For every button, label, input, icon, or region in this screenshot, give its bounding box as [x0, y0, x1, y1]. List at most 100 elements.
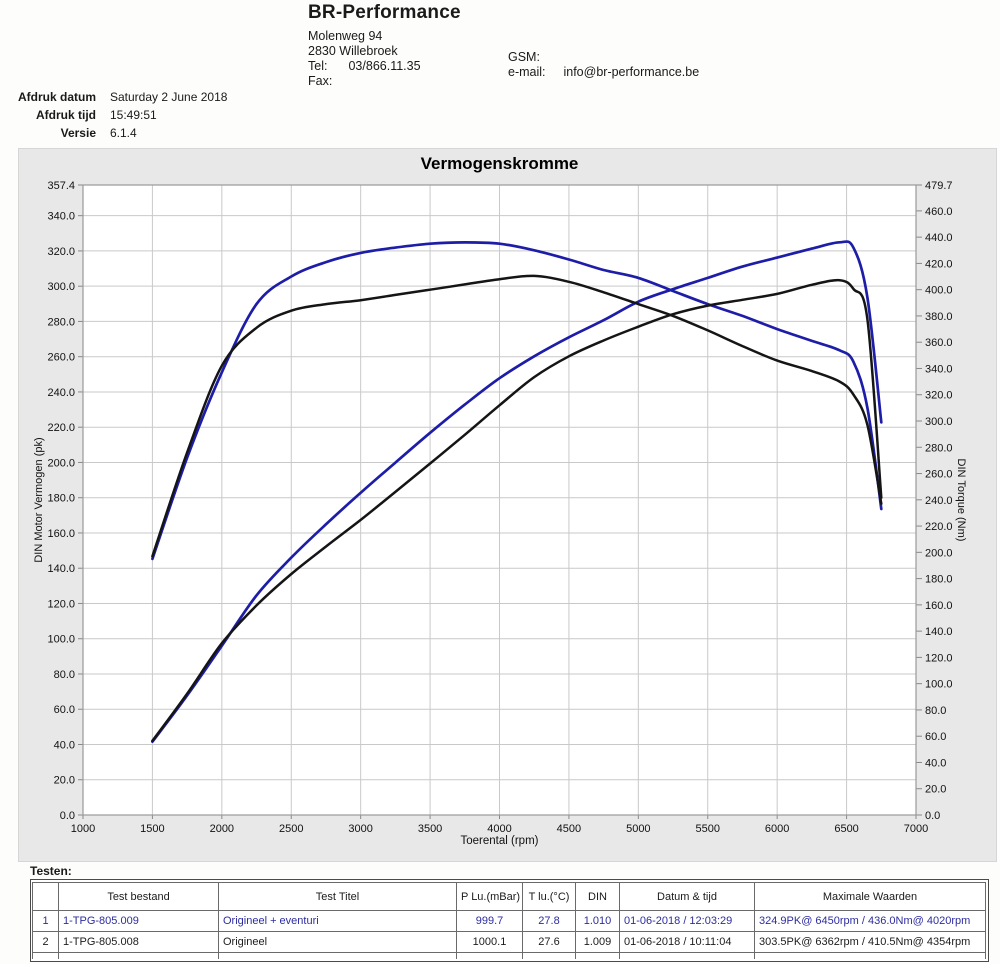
left-tick-label: 120.0	[47, 598, 75, 610]
print-time-label: Afdruk tijd	[36, 108, 96, 122]
email-label: e-mail:	[508, 65, 546, 79]
col-header-T lu.(°C): T lu.(°C)	[522, 882, 576, 911]
cell-bestand: 1-TPG-805.008	[58, 931, 219, 953]
right-tick-label: 320.0	[925, 390, 953, 402]
curve-vermogen-origineel-plus-eventuri	[151, 240, 883, 744]
chart-title: Vermogenskromme	[420, 154, 579, 173]
filler-cell	[522, 952, 576, 959]
left-tick-label: 80.0	[54, 669, 75, 681]
table-body: 1 1-TPG-805.009 Origineel + eventuri 999.7 2…	[32, 910, 986, 959]
print-date-label: Afdruk datum	[18, 90, 96, 104]
x-tick-label: 4000	[487, 823, 511, 835]
fax-row: Fax:	[308, 74, 461, 88]
right-tick-label: 40.0	[925, 757, 946, 769]
left-tick-label: 200.0	[47, 457, 75, 469]
cell-titel: Origineel + eventuri	[218, 910, 457, 932]
right-tick-label: 340.0	[925, 363, 953, 375]
address-line-2: 2830 Willebroek	[308, 44, 398, 58]
col-header-Test bestand: Test bestand	[58, 882, 219, 911]
right-tick-label: 60.0	[925, 731, 946, 743]
right-tick-label: 160.0	[925, 600, 953, 612]
left-tick-label: 100.0	[47, 634, 75, 646]
cell-datum: 01-06-2018 / 12:03:29	[619, 910, 755, 932]
x-tick-label: 6000	[765, 823, 789, 835]
left-y-axis-label: DIN Motor Vermogen (pk)	[33, 437, 45, 563]
right-tick-label: 240.0	[925, 495, 953, 507]
test-row-1: 1 1-TPG-805.009 Origineel + eventuri 999.7 2…	[32, 910, 986, 932]
x-tick-label: 5000	[626, 823, 650, 835]
filler-cell	[619, 952, 755, 959]
left-tick-label: 220.0	[47, 422, 75, 434]
col-header-DIN: DIN	[575, 882, 620, 911]
right-tick-label: 300.0	[925, 416, 953, 428]
cell-din: 1.009	[575, 931, 620, 953]
cell-t_lu: 27.6	[522, 931, 576, 953]
print-time-value: 15:49:51	[110, 108, 157, 122]
left-tick-label: 140.0	[47, 563, 75, 575]
company-name: BR-Performance	[308, 2, 461, 23]
print-date-value: Saturday 2 June 2018	[110, 90, 228, 104]
right-tick-label: 100.0	[925, 679, 953, 691]
x-tick-label: 2500	[279, 823, 303, 835]
email-value: info@br-performance.be	[563, 65, 700, 79]
plot-border	[82, 184, 917, 816]
x-tick-label: 3000	[348, 823, 372, 835]
cell-p_lu: 1000.1	[456, 931, 523, 953]
cell-p_lu: 999.7	[456, 910, 523, 932]
col-header-Datum & tijd: Datum & tijd	[619, 882, 755, 911]
cell-num: 1	[32, 910, 59, 932]
right-tick-label: 460.0	[925, 206, 953, 218]
x-tick-label: 5500	[696, 823, 720, 835]
filler-cell	[754, 952, 986, 959]
right-tick-label: 0.0	[925, 810, 940, 822]
cell-num: 2	[32, 931, 59, 953]
version-value: 6.1.4	[110, 126, 137, 140]
cell-max: 303.5PK@ 6362rpm / 410.5Nm@ 4354rpm	[754, 931, 986, 953]
left-tick-label: 357.4	[47, 180, 75, 192]
print-date-row: Afdruk datum Saturday 2 June 2018	[10, 88, 227, 106]
letterhead: BR-Performance Molenweg 94 2830 Willebro…	[308, 2, 461, 88]
x-tick-label: 1500	[140, 823, 164, 835]
right-tick-label: 180.0	[925, 574, 953, 586]
right-tick-label: 20.0	[925, 784, 946, 796]
x-axis-label: Toerental (rpm)	[460, 835, 539, 847]
col-header-Test Titel: Test Titel	[218, 882, 457, 911]
cell-titel: Origineel	[218, 931, 457, 953]
col-header-P Lu.(mBar): P Lu.(mBar)	[456, 882, 523, 911]
col-header-num	[32, 882, 59, 911]
print-time-row: Afdruk tijd 15:49:51	[10, 106, 227, 124]
right-tick-label: 380.0	[925, 311, 953, 323]
right-y-axis-label: DIN Torque (Nm)	[955, 458, 967, 542]
left-tick-label: 0.0	[60, 810, 75, 822]
left-tick-label: 300.0	[47, 281, 75, 293]
right-tick-label: 120.0	[925, 652, 953, 664]
right-tick-label: 220.0	[925, 521, 953, 533]
tel-label: Tel:	[308, 59, 328, 73]
right-tick-label: 360.0	[925, 337, 953, 349]
left-tick-label: 260.0	[47, 352, 75, 364]
left-tick-label: 320.0	[47, 246, 75, 258]
curve-vermogen-origineel	[151, 278, 883, 743]
left-tick-label: 240.0	[47, 387, 75, 399]
right-tick-label: 280.0	[925, 442, 953, 454]
curve-koppel-origineel	[151, 274, 883, 558]
letterhead-contact: GSM: e-mail: info@br-performance.be	[508, 50, 699, 79]
email-row: e-mail: info@br-performance.be	[508, 65, 699, 79]
right-tick-label: 440.0	[925, 232, 953, 244]
left-tick-label: 160.0	[47, 528, 75, 540]
power-curve-chart: Vermogenskromme 1000 1500 2000 2500 3000 3500…	[18, 148, 997, 862]
x-tick-label: 2000	[210, 823, 234, 835]
left-tick-label: 40.0	[54, 739, 75, 751]
left-tick-label: 20.0	[54, 775, 75, 787]
test-row-2: 2 1-TPG-805.008 Origineel 1000.1 27.6 1.009 01…	[32, 931, 986, 953]
right-tick-label: 260.0	[925, 469, 953, 481]
right-tick-label: 80.0	[925, 705, 946, 717]
filler-cell	[575, 952, 620, 959]
gsm-label: GSM:	[508, 50, 540, 64]
cell-datum: 01-06-2018 / 10:11:04	[619, 931, 755, 953]
filler-cell	[32, 952, 59, 959]
filler-cell	[456, 952, 523, 959]
right-tick-label: 400.0	[925, 285, 953, 297]
table-filler-row	[32, 952, 986, 959]
